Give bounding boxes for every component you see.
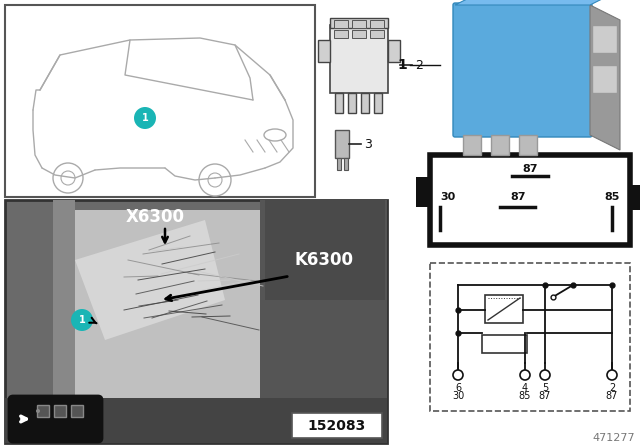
Text: 1: 1 bbox=[141, 113, 148, 123]
Bar bbox=[5, 5, 315, 197]
Bar bbox=[71, 405, 83, 417]
Bar bbox=[370, 20, 384, 28]
FancyBboxPatch shape bbox=[453, 3, 592, 137]
Circle shape bbox=[71, 309, 93, 331]
Text: 6: 6 bbox=[455, 383, 461, 393]
Bar bbox=[60, 210, 260, 433]
Bar bbox=[374, 93, 382, 113]
Bar bbox=[592, 65, 617, 93]
Text: 87: 87 bbox=[606, 391, 618, 401]
Text: 5: 5 bbox=[542, 383, 548, 393]
Bar bbox=[260, 200, 387, 443]
Text: 87: 87 bbox=[510, 192, 525, 202]
Bar bbox=[352, 30, 366, 38]
Bar bbox=[463, 135, 481, 155]
Text: 471277: 471277 bbox=[593, 433, 635, 443]
Bar bbox=[335, 130, 349, 158]
Bar bbox=[388, 40, 400, 62]
Circle shape bbox=[540, 370, 550, 380]
Bar bbox=[348, 93, 356, 113]
Bar bbox=[5, 398, 387, 443]
Text: 1: 1 bbox=[397, 58, 407, 72]
Bar bbox=[330, 18, 388, 28]
Bar bbox=[352, 20, 366, 28]
Bar bbox=[416, 177, 430, 207]
Text: 85: 85 bbox=[604, 192, 620, 202]
Text: 85: 85 bbox=[519, 391, 531, 401]
Bar bbox=[53, 200, 75, 443]
Bar bbox=[318, 40, 330, 62]
Bar bbox=[54, 405, 66, 417]
Bar bbox=[265, 200, 385, 300]
Polygon shape bbox=[75, 220, 225, 340]
FancyBboxPatch shape bbox=[9, 396, 102, 442]
Bar bbox=[485, 295, 523, 323]
Circle shape bbox=[453, 370, 463, 380]
Bar bbox=[430, 263, 630, 411]
Bar bbox=[592, 25, 617, 53]
Text: 30: 30 bbox=[452, 391, 464, 401]
Bar bbox=[519, 135, 537, 155]
Bar bbox=[334, 20, 348, 28]
Text: 30: 30 bbox=[440, 192, 455, 202]
Circle shape bbox=[134, 107, 156, 129]
Bar bbox=[361, 93, 369, 113]
Bar bbox=[344, 158, 348, 170]
Bar bbox=[630, 185, 640, 210]
Bar bbox=[482, 335, 527, 353]
Bar bbox=[330, 25, 388, 93]
Text: 2: 2 bbox=[415, 59, 423, 72]
Bar bbox=[337, 158, 341, 170]
Circle shape bbox=[607, 370, 617, 380]
Bar bbox=[334, 30, 348, 38]
Bar bbox=[37, 405, 49, 417]
Text: 152083: 152083 bbox=[308, 419, 366, 433]
Polygon shape bbox=[590, 5, 620, 150]
Text: 87: 87 bbox=[539, 391, 551, 401]
Text: 87: 87 bbox=[522, 164, 538, 174]
Text: 3: 3 bbox=[364, 138, 372, 151]
Polygon shape bbox=[455, 0, 620, 5]
Text: 2: 2 bbox=[609, 383, 615, 393]
Text: X6300: X6300 bbox=[125, 208, 184, 226]
Text: K6300: K6300 bbox=[295, 251, 354, 269]
Text: 4: 4 bbox=[522, 383, 528, 393]
Text: 1: 1 bbox=[79, 315, 85, 325]
Bar bbox=[335, 93, 343, 113]
Bar bbox=[430, 155, 630, 245]
Bar bbox=[292, 413, 382, 438]
Bar bbox=[491, 135, 509, 155]
Circle shape bbox=[36, 409, 40, 413]
Bar bbox=[370, 30, 384, 38]
Circle shape bbox=[520, 370, 530, 380]
Bar bbox=[5, 200, 387, 443]
